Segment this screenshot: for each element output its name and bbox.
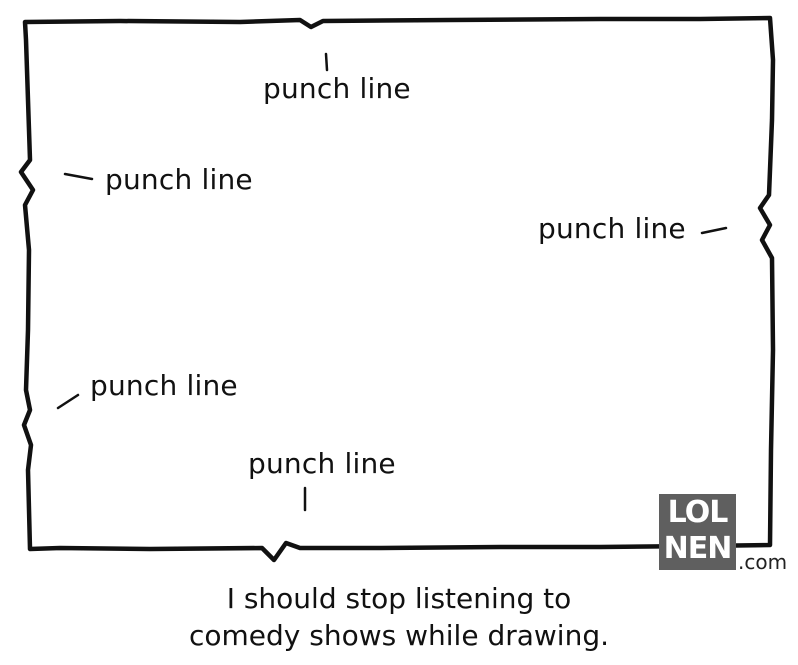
caption-line-1: I should stop listening to xyxy=(226,582,572,615)
site-logo: LOL NEN xyxy=(659,494,736,570)
tick-mark-right xyxy=(700,226,728,235)
punch-line-label-left-upper: punch line xyxy=(105,163,253,196)
logo-top-text: LOL xyxy=(667,495,729,530)
tick-mark-left-lower xyxy=(56,393,80,410)
logo-bottom-text: NEN xyxy=(663,531,733,566)
punch-line-label-right: punch line xyxy=(538,212,686,245)
tick-mark-top xyxy=(324,52,329,72)
logo-suffix-text: .com xyxy=(738,550,788,574)
punch-line-label-bottom: punch line xyxy=(248,447,396,480)
panel-border xyxy=(18,15,776,563)
punch-line-label-left-lower: punch line xyxy=(90,369,238,402)
caption-line-2: comedy shows while drawing. xyxy=(189,619,609,652)
punch-line-label-top: punch line xyxy=(263,72,411,105)
tick-mark-left-upper xyxy=(63,172,94,181)
